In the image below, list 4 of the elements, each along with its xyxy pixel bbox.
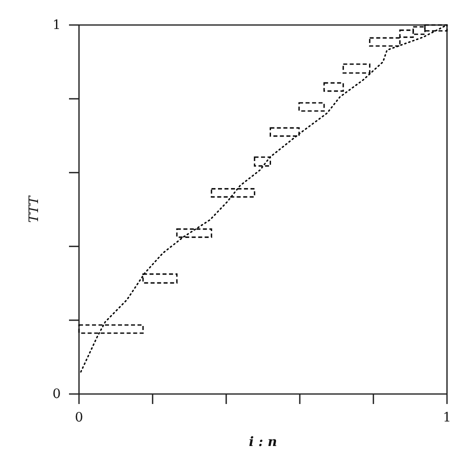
bar: [298, 102, 325, 112]
bar: [342, 63, 370, 74]
y-axis-title: TTT: [27, 194, 42, 223]
x-axis-title: i : n: [248, 435, 278, 450]
